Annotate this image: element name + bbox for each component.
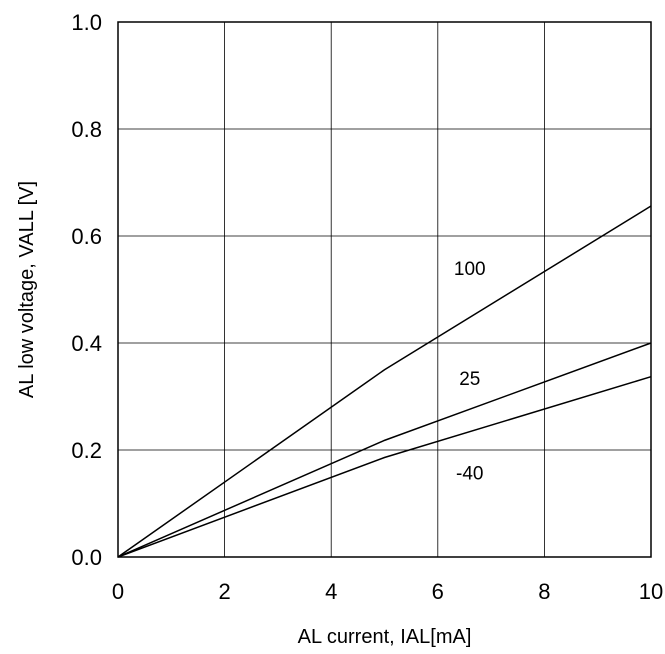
x-tick-label: 0 — [112, 579, 124, 604]
y-tick-label: 1.0 — [71, 10, 102, 35]
y-tick-label: 0.2 — [71, 438, 102, 463]
y-tick-label: 0.8 — [71, 117, 102, 142]
plot-frame — [117, 21, 652, 558]
x-axis-label: AL current, IAL[mA] — [298, 626, 472, 648]
y-axis-label: AL low voltage, VALL [V] — [16, 181, 38, 398]
series-line-100 — [117, 205, 652, 558]
x-tick-label: 10 — [639, 579, 663, 604]
x-tick-label: 4 — [325, 579, 337, 604]
series-labels: 100 25 -40 — [454, 259, 486, 484]
series-label--40: -40 — [456, 463, 483, 484]
y-tick-labels: 0.0 0.2 0.4 0.6 0.8 1.0 — [71, 10, 102, 570]
x-tick-label: 8 — [538, 579, 550, 604]
y-tick-label: 0.4 — [71, 331, 102, 356]
series-line-25 — [117, 342, 652, 558]
grid — [118, 22, 651, 557]
y-tick-label: 0.0 — [71, 545, 102, 570]
series-label-100: 100 — [454, 259, 486, 280]
series-line--40 — [117, 375, 652, 558]
x-tick-label: 6 — [432, 579, 444, 604]
series-lines — [117, 205, 652, 558]
x-tick-label: 2 — [218, 579, 230, 604]
x-tick-labels: 0 2 4 6 8 10 — [112, 579, 663, 604]
y-tick-label: 0.6 — [71, 224, 102, 249]
series-label-25: 25 — [459, 369, 480, 390]
